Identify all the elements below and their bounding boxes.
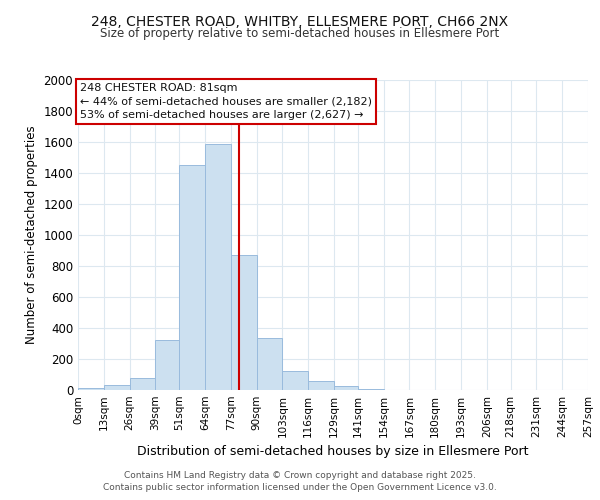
Bar: [257, 338, 283, 390]
Text: Size of property relative to semi-detached houses in Ellesmere Port: Size of property relative to semi-detach…: [100, 28, 500, 40]
Bar: [130, 378, 155, 390]
Bar: [283, 372, 308, 390]
Bar: [78, 388, 104, 390]
Text: 248, CHESTER ROAD, WHITBY, ELLESMERE PORT, CH66 2NX: 248, CHESTER ROAD, WHITBY, ELLESMERE POR…: [91, 15, 509, 29]
X-axis label: Distribution of semi-detached houses by size in Ellesmere Port: Distribution of semi-detached houses by …: [137, 446, 529, 458]
Bar: [358, 389, 383, 390]
Bar: [334, 386, 358, 390]
Bar: [155, 340, 179, 390]
Bar: [205, 144, 231, 390]
Bar: [179, 165, 205, 390]
Bar: [308, 382, 334, 390]
Text: 248 CHESTER ROAD: 81sqm
← 44% of semi-detached houses are smaller (2,182)
53% of: 248 CHESTER ROAD: 81sqm ← 44% of semi-de…: [80, 83, 372, 120]
Bar: [104, 386, 130, 390]
Text: Contains HM Land Registry data © Crown copyright and database right 2025.
Contai: Contains HM Land Registry data © Crown c…: [103, 471, 497, 492]
Bar: [231, 255, 257, 390]
Y-axis label: Number of semi-detached properties: Number of semi-detached properties: [25, 126, 38, 344]
